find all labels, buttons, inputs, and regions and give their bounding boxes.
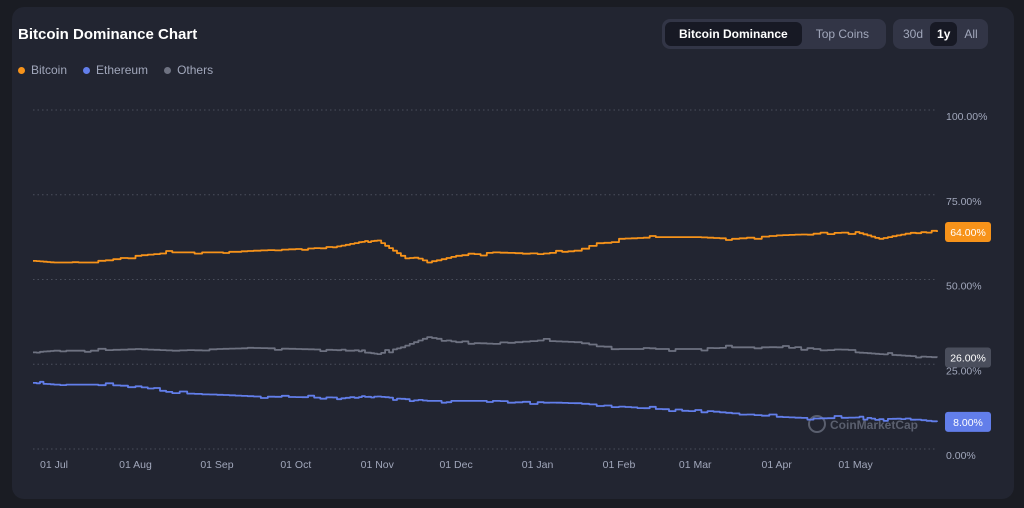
x-tick-label: 01 Aug (119, 459, 152, 471)
x-tick-label: 01 Apr (762, 459, 793, 471)
badge-value: 26.00% (950, 352, 986, 364)
chart-title: Bitcoin Dominance Chart (18, 26, 198, 43)
value-badge-ethereum: 8.00% (945, 411, 991, 432)
watermark-text: CoinMarketCap (830, 418, 918, 432)
x-tick-label: 01 Oct (280, 459, 311, 471)
legend-item-ethereum[interactable]: Ethereum (83, 63, 148, 77)
series-line-bitcoin[interactable] (33, 229, 938, 264)
view-toggle: Bitcoin Dominance Top Coins (662, 19, 887, 49)
x-tick-label: 01 Dec (439, 459, 472, 471)
range-1y[interactable]: 1y (930, 22, 958, 46)
others-dot-icon (164, 66, 172, 74)
x-tick-label: 01 Jan (522, 459, 554, 471)
legend-label: Bitcoin (31, 63, 68, 77)
watermark: CoinMarketCap (808, 415, 918, 433)
x-tick-label: 01 Mar (679, 459, 712, 471)
y-tick-label: 100.00% (946, 111, 987, 123)
range-all[interactable]: All (964, 27, 978, 41)
badge-bg (945, 411, 991, 432)
legend-label: Others (177, 63, 214, 77)
series-line-others[interactable] (33, 336, 938, 359)
tab-top-coins[interactable]: Top Coins (815, 27, 870, 41)
y-tick-label: 75.00% (946, 196, 982, 208)
y-tick-label: 0.00% (946, 450, 976, 462)
tab-bitcoin-dominance[interactable]: Bitcoin Dominance (665, 22, 802, 46)
legend-item-others[interactable]: Others (164, 63, 213, 77)
bitcoin-dot-icon (18, 66, 25, 74)
x-tick-label: 01 May (838, 459, 873, 471)
y-tick-label: 25.00% (946, 365, 982, 377)
x-tick-label: 01 Nov (361, 459, 395, 471)
range-toggle: 30d 1y All (893, 19, 988, 49)
badge-bg (945, 222, 991, 243)
y-tick-label: 50.00% (946, 281, 982, 293)
value-badge-bitcoin: 64.00% (945, 222, 991, 243)
chart-legend: Bitcoin Ethereum Others (18, 63, 213, 77)
x-tick-label: 01 Feb (603, 459, 636, 471)
range-30d[interactable]: 30d (903, 27, 924, 41)
badge-bg (945, 347, 991, 368)
badge-value: 8.00% (953, 417, 983, 429)
legend-label: Ethereum (96, 63, 149, 77)
badge-value: 64.00% (950, 227, 986, 239)
series-line-ethereum[interactable] (33, 380, 938, 423)
value-badge-others: 26.00% (945, 347, 991, 368)
coinmarketcap-logo-icon (808, 415, 826, 433)
legend-item-bitcoin[interactable]: Bitcoin (18, 63, 67, 77)
x-tick-label: 01 Jul (40, 459, 68, 471)
ethereum-dot-icon (83, 66, 91, 74)
x-tick-label: 01 Sep (200, 459, 233, 471)
